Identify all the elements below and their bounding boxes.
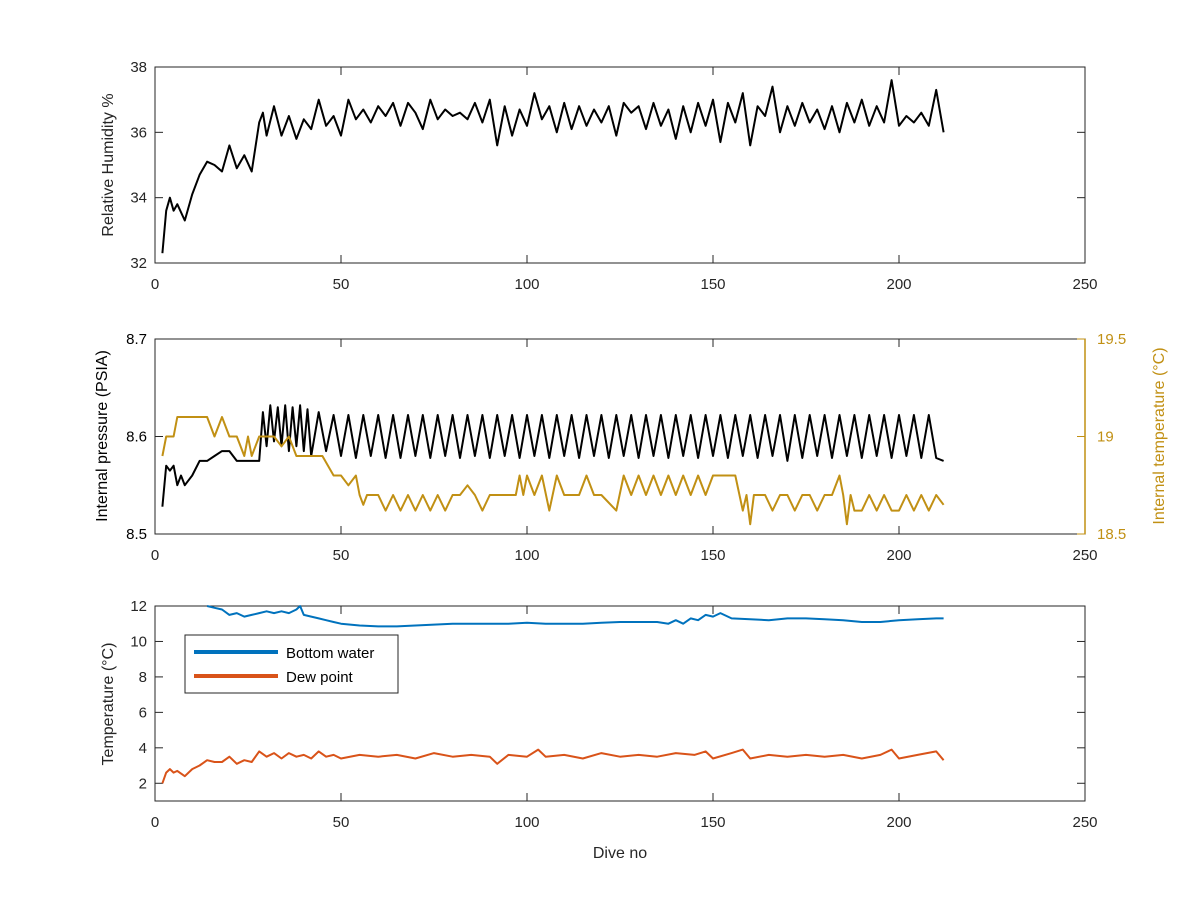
- humidity-xtick-label: 100: [514, 276, 539, 293]
- temperature-ytick-label: 2: [139, 775, 147, 792]
- temperature-xtick-label: 0: [151, 814, 159, 831]
- internal-temperature-y-axis-title: Internal temperature (°C): [1151, 347, 1168, 524]
- temperature-xtick-label: 250: [1072, 814, 1097, 831]
- temperature-ytick-label: 12: [130, 598, 147, 615]
- pressure-ytick-right-label: 19: [1097, 429, 1114, 446]
- temperature-plot-area: 0 50 100 150 200 250 2 4 6 8 10 12: [130, 598, 1097, 831]
- temperature-xtick-label: 200: [886, 814, 911, 831]
- temperature-ytick-label: 4: [139, 740, 147, 757]
- humidity-plot-area: 0 50 100 150 200 250 32 34 36 38: [130, 59, 1097, 293]
- pressure-ytick-right-label: 19.5: [1097, 331, 1126, 348]
- pressure-plot-area: 0 50 100 150 200 250 8.5 8.6 8.7 18.5 19 19.5: [126, 331, 1126, 564]
- pressure-ytick-label: 8.6: [126, 429, 147, 446]
- dew-point-line: [161, 748, 945, 784]
- humidity-series-0-line: [161, 79, 945, 254]
- pressure-xtick-label: 0: [151, 547, 159, 564]
- temperature-axes-frame: [154, 605, 1086, 802]
- humidity-y-axis-title: Relative Humidity %: [100, 93, 117, 236]
- temperature-ytick-label: 8: [139, 669, 147, 686]
- pressure-series-1-line: [161, 416, 945, 526]
- pressure-xtick-label: 100: [514, 547, 539, 564]
- temperature-ytick-label: 6: [139, 704, 147, 721]
- humidity-ytick-label: 32: [130, 255, 147, 272]
- legend-label-bottom-water: Bottom water: [286, 645, 374, 662]
- pressure-panel: 0 50 100 150 200 250 8.5 8.6 8.7 18.5 19 19.5 Inter…: [94, 331, 1168, 564]
- pressure-xtick-label: 150: [700, 547, 725, 564]
- humidity-axes-frame: [154, 66, 1086, 264]
- humidity-xtick-label: 0: [151, 276, 159, 293]
- temperature-panel: 0 50 100 150 200 250 2 4 6 8 10 12 Temperature (°C)…: [100, 598, 1098, 862]
- temperature-xtick-label: 100: [514, 814, 539, 831]
- humidity-xtick-label: 200: [886, 276, 911, 293]
- pressure-series-0-line: [161, 404, 944, 507]
- bottom-water-line: [206, 605, 944, 628]
- pressure-xtick-label: 250: [1072, 547, 1097, 564]
- pressure-ytick-right-label: 18.5: [1097, 526, 1126, 543]
- humidity-ytick-label: 38: [130, 59, 147, 76]
- pressure-y-axis-title: Internal pressure (PSIA): [94, 350, 111, 522]
- legend-box: [184, 634, 399, 694]
- legend-label-dew-point: Dew point: [286, 669, 354, 686]
- pressure-ytick-label: 8.7: [126, 331, 147, 348]
- humidity-ytick-label: 36: [130, 124, 147, 141]
- temperature-xtick-label: 150: [700, 814, 725, 831]
- pressure-xtick-label: 200: [886, 547, 911, 564]
- x-axis-title: Dive no: [593, 845, 647, 862]
- temperature-ytick-label: 10: [130, 633, 147, 650]
- humidity-xtick-label: 150: [700, 276, 725, 293]
- pressure-xtick-label: 50: [333, 547, 350, 564]
- pressure-ytick-label: 8.5: [126, 526, 147, 543]
- humidity-xtick-label: 50: [333, 276, 350, 293]
- temperature-y-axis-title: Temperature (°C): [100, 643, 117, 766]
- humidity-panel: 0 50 100 150 200 250 32 34 36 38 Relative Humidit…: [100, 59, 1098, 293]
- legend: Bottom water Dew point: [184, 634, 399, 694]
- humidity-xtick-label: 250: [1072, 276, 1097, 293]
- temperature-xtick-label: 50: [333, 814, 350, 831]
- humidity-ytick-label: 34: [130, 190, 147, 207]
